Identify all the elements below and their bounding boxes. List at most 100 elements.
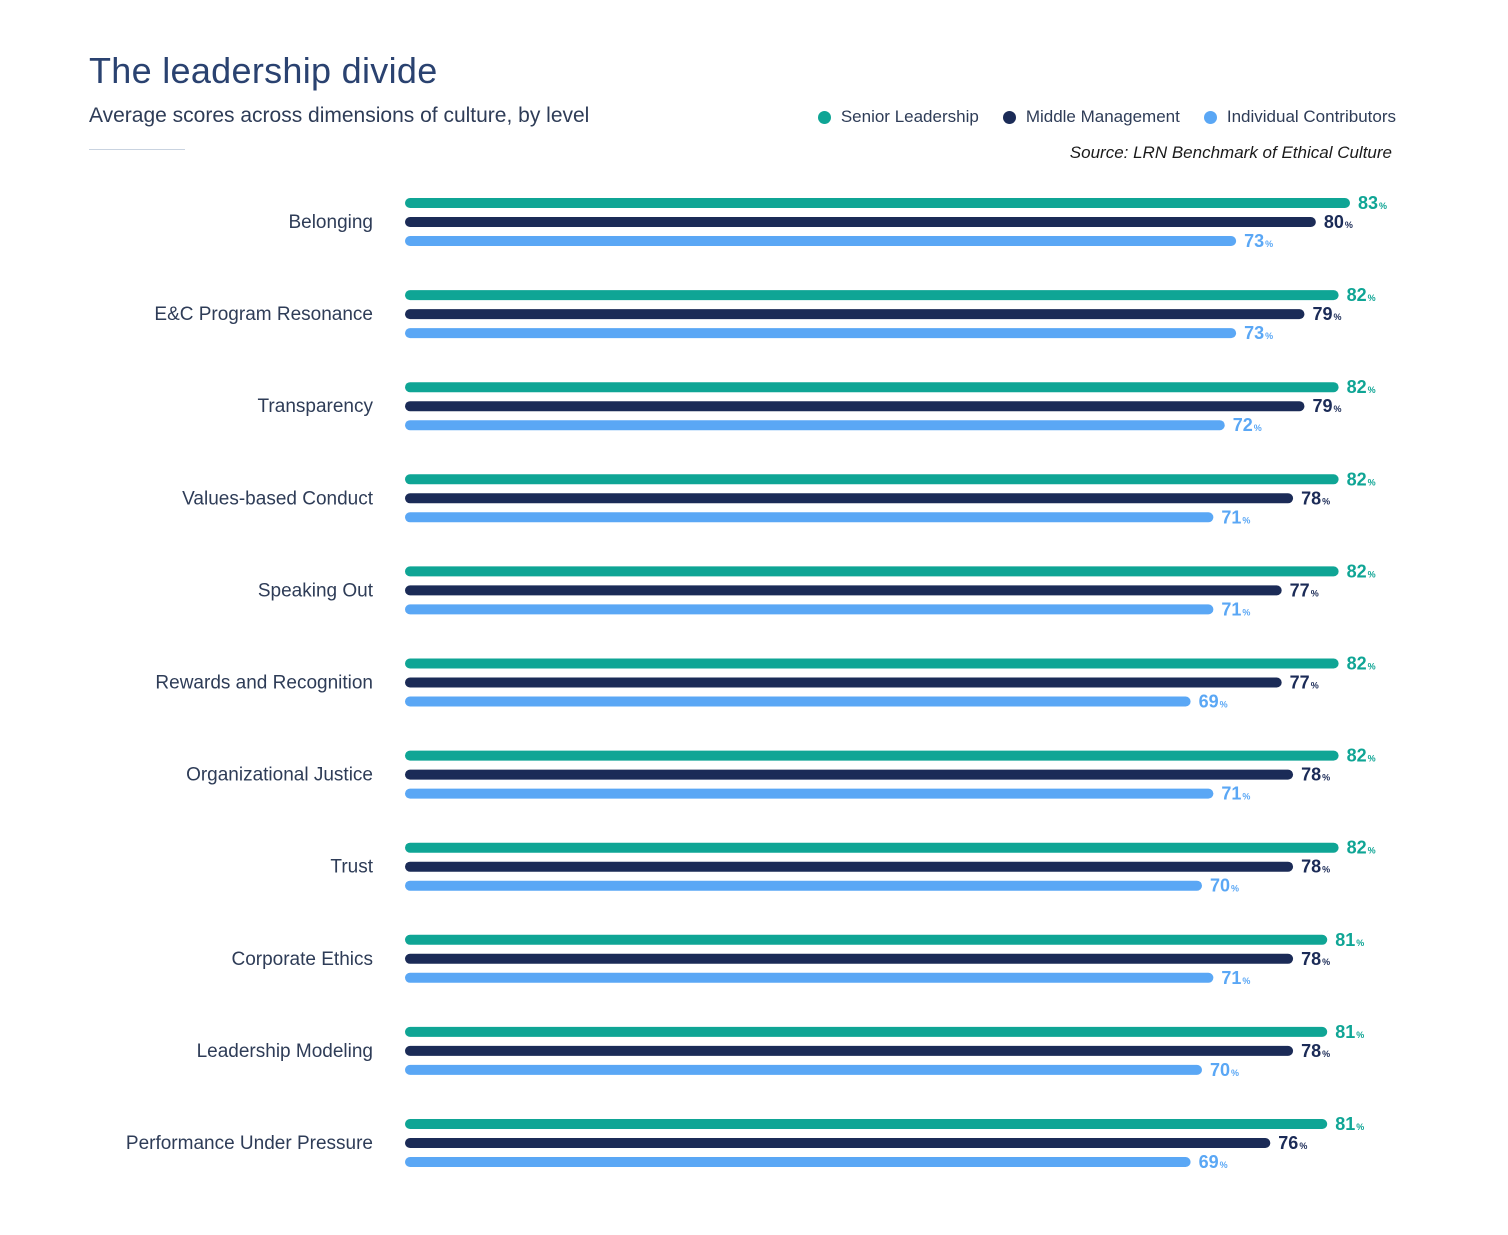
bar bbox=[405, 309, 1305, 320]
legend-swatch bbox=[1203, 110, 1217, 124]
data-label: 73% bbox=[1244, 323, 1273, 343]
bar bbox=[405, 842, 1339, 853]
category-group: Speaking Out 82% 77% 71% bbox=[258, 561, 1376, 619]
data-label: 81% bbox=[1335, 1022, 1364, 1042]
data-label: 78% bbox=[1301, 765, 1330, 785]
bar bbox=[405, 474, 1339, 485]
data-label: 82% bbox=[1347, 654, 1376, 674]
bar bbox=[405, 1157, 1191, 1167]
bar bbox=[405, 934, 1328, 945]
bar bbox=[405, 585, 1282, 596]
legend: Senior Leadership Middle Management Indi… bbox=[817, 107, 1396, 127]
category-label: Organizational Justice bbox=[186, 765, 373, 786]
bar bbox=[405, 861, 1294, 872]
bar bbox=[405, 788, 1214, 799]
data-label: 78% bbox=[1301, 857, 1330, 877]
bar bbox=[405, 236, 1237, 246]
data-label: 79% bbox=[1312, 396, 1341, 416]
data-label: 78% bbox=[1301, 1041, 1330, 1061]
bar bbox=[405, 512, 1214, 523]
legend-item-middle-management: Middle Management bbox=[1002, 107, 1180, 127]
category-group: Leadership Modeling 81%78% 70% bbox=[197, 1022, 1365, 1080]
data-label: 82% bbox=[1347, 746, 1376, 766]
category-group: E&C Program Resonance 82% 79% 73% bbox=[154, 285, 1375, 343]
category-group: Performance Under Pressure 81% 76% 69% bbox=[126, 1114, 1364, 1172]
bar bbox=[405, 677, 1282, 688]
category-label: Corporate Ethics bbox=[231, 949, 373, 970]
category-label: Belonging bbox=[288, 212, 373, 233]
bar bbox=[405, 420, 1225, 431]
bar bbox=[405, 658, 1339, 669]
bar bbox=[405, 1064, 1202, 1075]
bar bbox=[405, 880, 1202, 891]
bar bbox=[405, 1045, 1294, 1056]
bar bbox=[405, 1026, 1328, 1037]
data-label: 82% bbox=[1347, 469, 1376, 489]
category-group: Rewards and Recognition 82% 77% 69% bbox=[155, 654, 1375, 712]
bar bbox=[405, 566, 1339, 577]
legend-label: Senior Leadership bbox=[840, 107, 979, 126]
bar bbox=[405, 217, 1316, 227]
data-label: 76% bbox=[1278, 1133, 1307, 1153]
data-label: 83% bbox=[1358, 193, 1387, 213]
bar bbox=[405, 290, 1339, 301]
category-label: Rewards and Recognition bbox=[155, 673, 373, 694]
bar bbox=[405, 493, 1294, 504]
bar bbox=[405, 328, 1237, 339]
legend-label: Individual Contributors bbox=[1226, 107, 1396, 126]
data-label: 78% bbox=[1301, 949, 1330, 969]
data-label: 82% bbox=[1347, 561, 1376, 581]
bar bbox=[405, 696, 1191, 707]
data-label: 77% bbox=[1290, 580, 1319, 600]
category-label: E&C Program Resonance bbox=[154, 304, 373, 325]
bar bbox=[405, 1138, 1271, 1148]
legend-item-individual-contributors: Individual Contributors bbox=[1203, 107, 1396, 127]
bar bbox=[405, 750, 1339, 761]
bar bbox=[405, 972, 1214, 983]
data-label: 73% bbox=[1244, 231, 1273, 251]
source-note: Source: LRN Benchmark of Ethical Culture bbox=[1069, 143, 1392, 162]
category-label: Performance Under Pressure bbox=[126, 1133, 373, 1154]
category-label: Speaking Out bbox=[258, 580, 374, 601]
category-group: Transparency 82% 79% 72% bbox=[258, 377, 1376, 435]
data-label: 82% bbox=[1347, 838, 1376, 858]
title-divider bbox=[89, 149, 185, 150]
chart-title: The leadership divide bbox=[89, 50, 438, 91]
category-group: Corporate Ethics 81%78% 71% bbox=[231, 930, 1364, 988]
category-label: Values-based Conduct bbox=[182, 488, 374, 509]
bar bbox=[405, 953, 1294, 964]
data-label: 71% bbox=[1221, 784, 1250, 804]
bar bbox=[405, 401, 1305, 412]
data-label: 79% bbox=[1312, 304, 1341, 324]
bar bbox=[405, 1119, 1328, 1129]
category-label: Leadership Modeling bbox=[197, 1041, 373, 1062]
data-label: 82% bbox=[1347, 377, 1376, 397]
legend-label: Middle Management bbox=[1025, 107, 1180, 126]
data-label: 71% bbox=[1221, 599, 1250, 619]
data-label: 77% bbox=[1290, 673, 1319, 693]
category-label: Trust bbox=[330, 857, 373, 878]
legend-swatch bbox=[817, 110, 831, 124]
data-label: 69% bbox=[1199, 692, 1228, 712]
data-label: 81% bbox=[1335, 930, 1364, 950]
data-label: 72% bbox=[1233, 415, 1262, 435]
data-label: 78% bbox=[1301, 488, 1330, 508]
legend-swatch bbox=[1002, 110, 1016, 124]
bar bbox=[405, 604, 1214, 615]
data-label: 81% bbox=[1335, 1114, 1364, 1134]
bar bbox=[405, 198, 1350, 208]
data-label: 69% bbox=[1199, 1152, 1228, 1172]
data-label: 71% bbox=[1221, 507, 1250, 527]
category-group: Values-based Conduct 82% 78% 71% bbox=[182, 469, 1375, 527]
data-label: 82% bbox=[1347, 285, 1376, 305]
legend-item-senior-leadership: Senior Leadership bbox=[817, 107, 979, 127]
bar bbox=[405, 382, 1339, 393]
data-label: 80% bbox=[1324, 212, 1353, 232]
category-group: Belonging 83%80% 73% bbox=[288, 193, 1387, 251]
chart-subtitle: Average scores across dimensions of cult… bbox=[89, 104, 590, 127]
category-label: Transparency bbox=[258, 396, 374, 417]
category-group: Trust 82% 78% 70% bbox=[330, 838, 1375, 896]
data-label: 70% bbox=[1210, 876, 1239, 896]
bar bbox=[405, 769, 1294, 780]
